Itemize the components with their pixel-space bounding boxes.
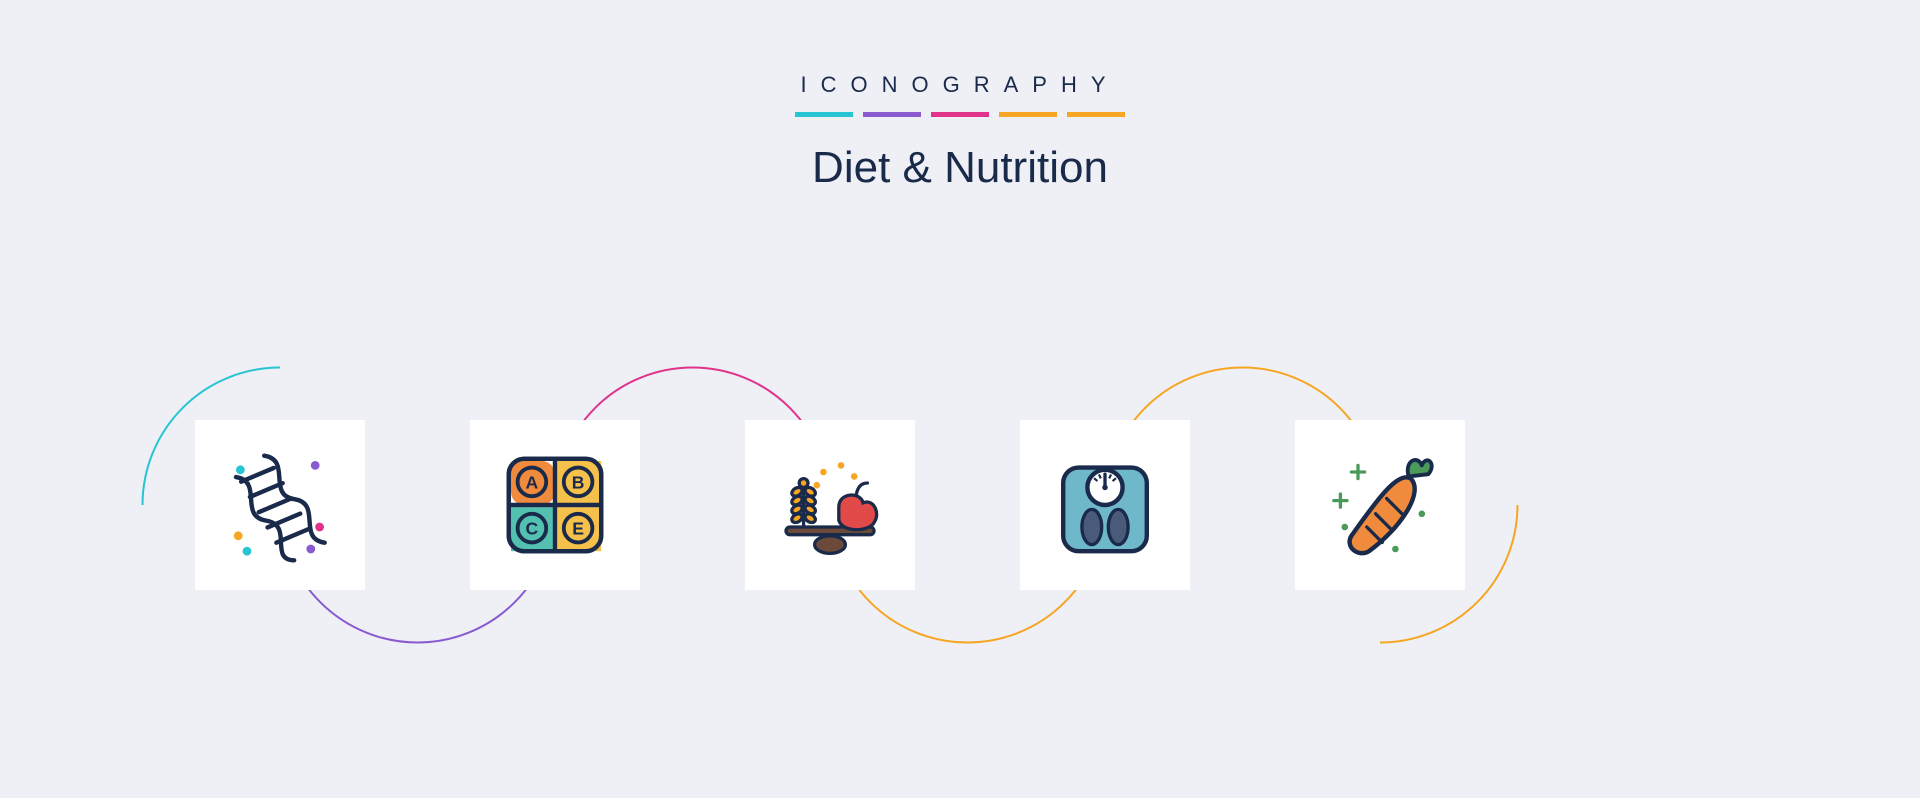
page-title: Diet & Nutrition: [0, 143, 1920, 193]
carrot-card: [1295, 420, 1465, 590]
header: ICONOGRAPHY Diet & Nutrition: [0, 72, 1920, 193]
balanced-diet-icon: [775, 450, 885, 560]
weight-scale-icon: [1050, 450, 1160, 560]
svg-text:C: C: [526, 519, 539, 539]
weight-scale-card: [1020, 420, 1190, 590]
stripe: [999, 112, 1057, 117]
dna-icon: [225, 450, 335, 560]
brand-label: ICONOGRAPHY: [0, 72, 1920, 98]
svg-text:E: E: [572, 519, 584, 539]
stripe: [931, 112, 989, 117]
stripe: [863, 112, 921, 117]
stripe-row: [0, 112, 1920, 117]
stripe: [1067, 112, 1125, 117]
carrot-icon: [1325, 450, 1435, 560]
stripe: [795, 112, 853, 117]
svg-text:B: B: [572, 473, 585, 493]
svg-text:A: A: [526, 473, 539, 493]
balanced-diet-card: [745, 420, 915, 590]
dna-card: [195, 420, 365, 590]
vitamins-abce-icon: A B C E: [500, 450, 610, 560]
vitamins-abce-card: A B C E: [470, 420, 640, 590]
